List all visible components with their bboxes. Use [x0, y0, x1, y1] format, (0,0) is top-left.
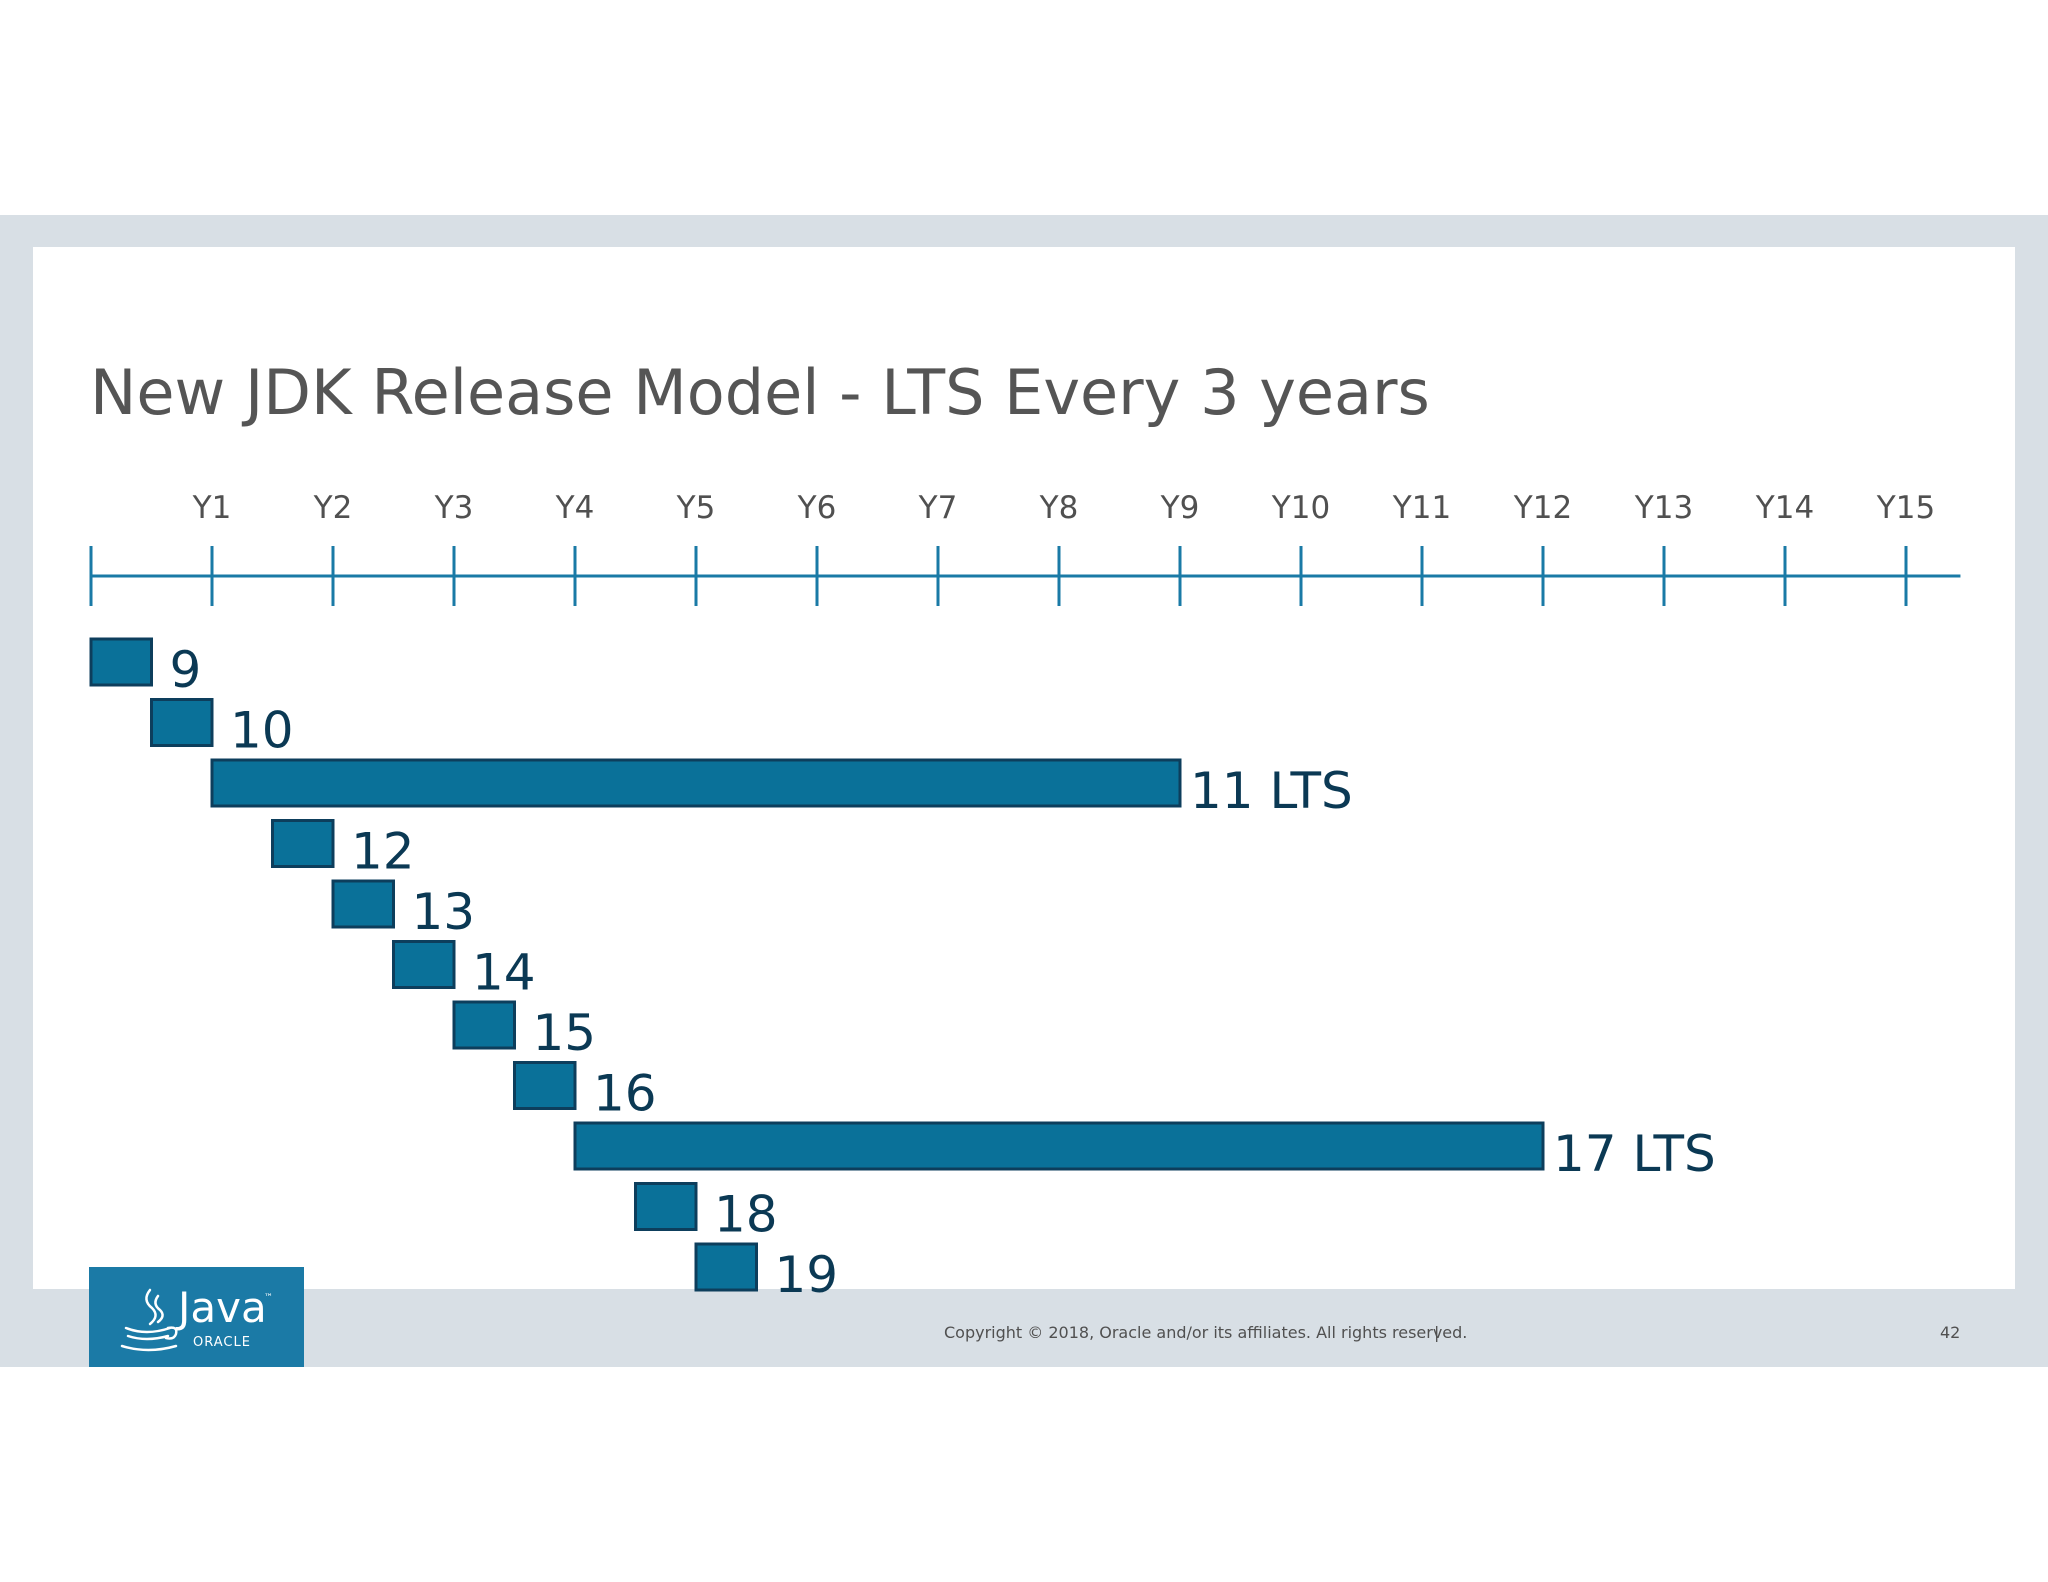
java-oracle-logo: Java ™ ORACLE: [89, 1267, 304, 1367]
axis-tick-label: Y6: [797, 490, 837, 526]
logo-background: [89, 1267, 304, 1367]
release-label: 9: [170, 641, 202, 699]
axis-tick-label: Y7: [918, 490, 958, 526]
release-bar: [89, 637, 153, 687]
release-bar: [210, 758, 1182, 808]
release-label: 10: [230, 702, 294, 760]
release-label: 17 LTS: [1553, 1125, 1716, 1183]
release-label: 14: [472, 944, 536, 1002]
timeline-axis: Y1 Y2 Y3 Y4 Y5 Y6 Y7 Y8 Y9 Y10 Y11 Y12 Y13 Y14 Y15: [89, 490, 1961, 606]
release-label: 16: [593, 1065, 657, 1123]
copyright-text: Copyright © 2018, Oracle and/or its affi…: [944, 1323, 1467, 1342]
release-bar: [271, 819, 335, 868]
release-bar: [331, 879, 395, 929]
axis-tick-label: Y12: [1513, 490, 1572, 526]
axis-tick-label: Y15: [1876, 490, 1935, 526]
release-label: 19: [775, 1246, 839, 1304]
release-label: 12: [351, 823, 415, 881]
axis-tick-label: Y5: [676, 490, 716, 526]
axis-tick-label: Y3: [434, 490, 474, 526]
release-label: 15: [533, 1004, 597, 1062]
axis-tick-label: Y10: [1271, 490, 1330, 526]
release-bar: [573, 1121, 1545, 1171]
java-coffee-cup-icon: [120, 1288, 178, 1352]
release-bar: [694, 1242, 758, 1292]
logo-oracle: ORACLE: [193, 1335, 251, 1350]
axis-tick-label: Y1: [192, 490, 232, 526]
axis-tick-label: Y9: [1160, 490, 1200, 526]
release-label: 13: [412, 883, 476, 941]
axis-tick-label: Y13: [1634, 490, 1693, 526]
axis-tick-label: Y4: [555, 490, 595, 526]
page-number: 42: [1940, 1323, 1960, 1342]
axis-tick-label: Y14: [1755, 490, 1814, 526]
logo-trademark: ™: [264, 1293, 273, 1303]
axis-tick-label: Y11: [1392, 490, 1451, 526]
release-bar: [634, 1182, 698, 1231]
axis-tick-label: Y2: [313, 490, 353, 526]
release-label: 18: [714, 1186, 778, 1244]
release-bar: [392, 940, 456, 989]
release-bar: [452, 1000, 516, 1050]
release-bar: [513, 1061, 577, 1110]
logo-wordmark: Java: [175, 1283, 267, 1332]
footer-separator: |: [1434, 1323, 1439, 1342]
release-label: 11 LTS: [1190, 762, 1353, 820]
release-bar: [150, 698, 214, 747]
axis-tick-label: Y8: [1039, 490, 1079, 526]
slide-title: New JDK Release Model - LTS Every 3 year…: [90, 356, 1430, 429]
